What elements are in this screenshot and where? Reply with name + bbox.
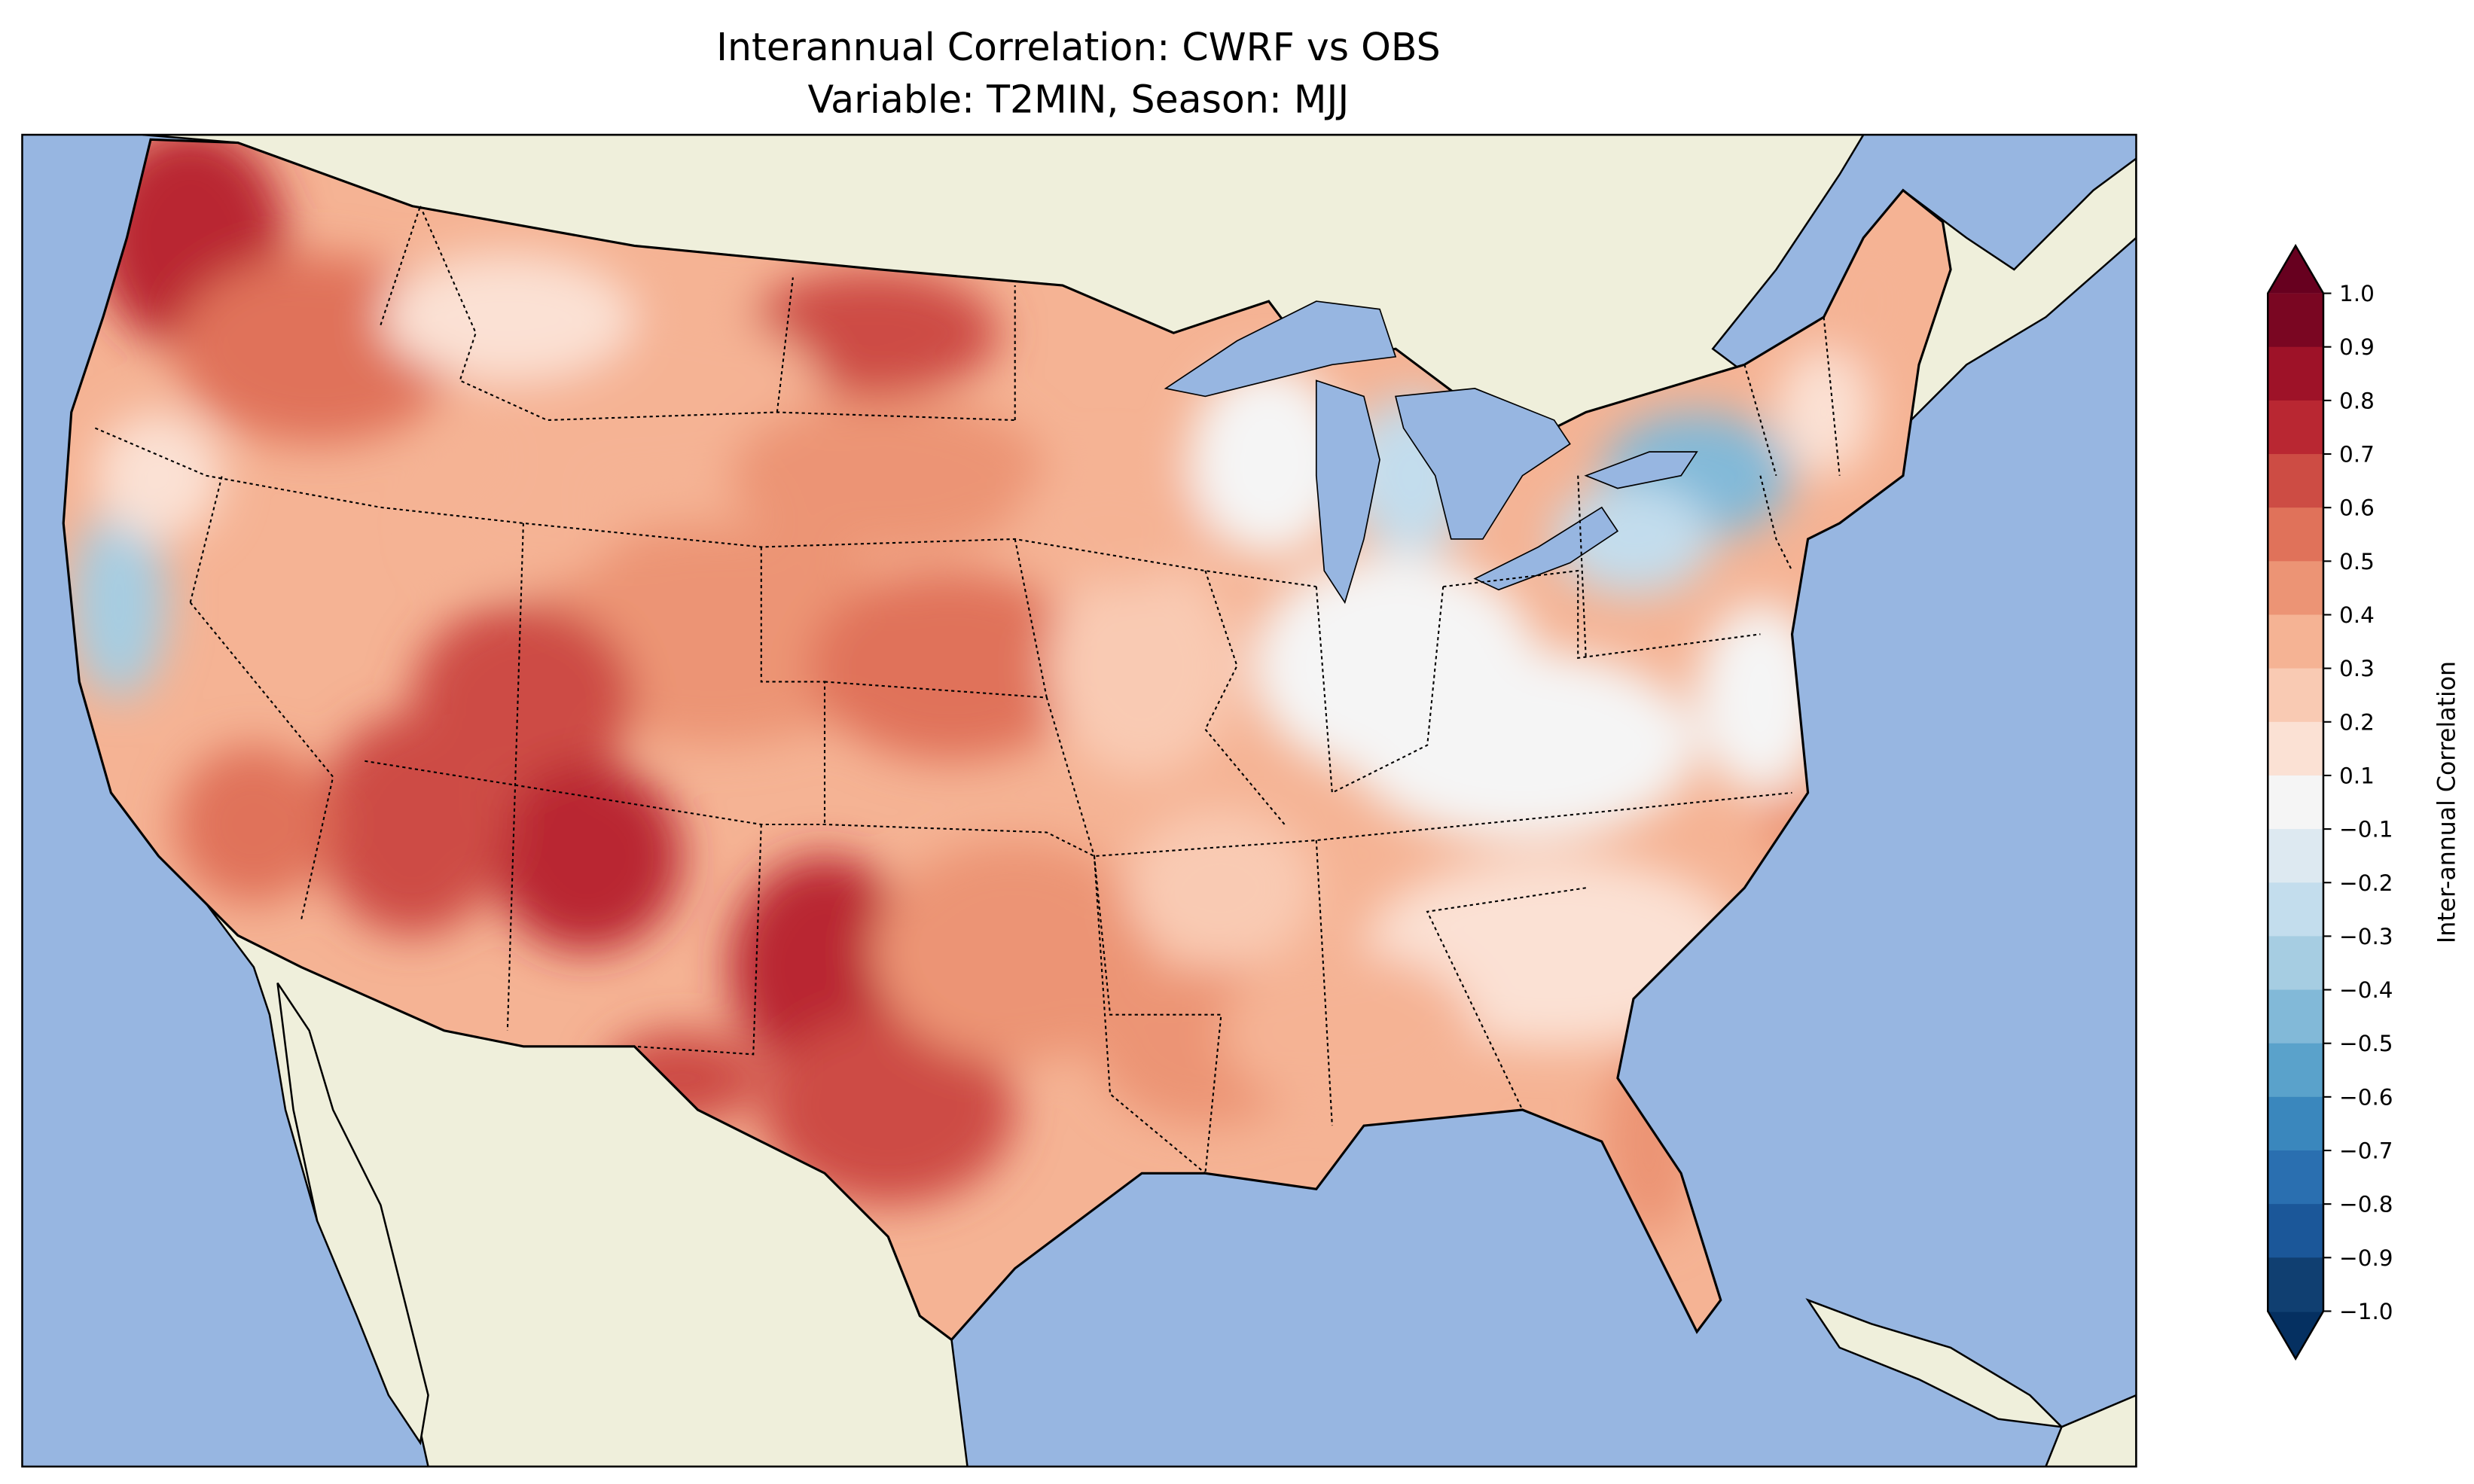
colorbar-extend-max [2268,245,2323,294]
colorbar-bin [2268,882,2323,937]
colorbar-bin [2268,454,2323,509]
colorbar-tick-label: 0.1 [2339,763,2375,788]
correlation-patch [1347,650,1698,841]
colorbar-bin [2268,1257,2323,1312]
colorbar-bin [2268,1096,2323,1152]
colorbar-tick-label: 0.6 [2339,495,2375,521]
colorbar-bin [2268,346,2323,401]
colorbar-tick-label: 0.7 [2339,442,2375,468]
lake-erie [1473,506,1619,591]
correlation-patch [71,507,167,698]
caribbean-land [2045,1394,2137,1467]
colorbar-bin [2268,989,2323,1044]
correlation-patch [317,713,508,936]
correlation-patch [380,253,635,381]
colorbar-bin [2268,936,2323,991]
correlation-patch [1014,459,1206,587]
colorbar-bin [2268,1150,2323,1205]
colorbar-label: Inter-annual Correlation [2434,661,2461,943]
colorbar-tick-label: −1.0 [2339,1299,2393,1324]
correlation-patch [95,412,222,539]
correlation-patch [761,1014,1015,1205]
correlation-patch [808,571,1094,761]
colorbar-tick-label: −0.4 [2339,977,2393,1003]
correlation-patch [1554,483,1713,595]
colorbar-bin [2268,614,2323,669]
title-line-1: Interannual Correlation: CWRF vs OBS [716,25,1441,69]
correlation-patch [491,760,682,952]
map-axes [22,134,2137,1467]
colorbar: 1.0 0.9 0.8 0.7 0.6 0.5 0.4 0.3 0.2 0.1 −0.1 −0.2 −0… [2266,243,2393,1361]
colorbar-bin [2268,507,2323,562]
correlation-patch [1046,555,1237,777]
colorbar-bin [2268,293,2323,348]
colorbar-extend-min [2268,1311,2323,1359]
colorbar-bin [2268,1043,2323,1098]
correlation-patch [1221,951,1475,1111]
colorbar-tick-label: −0.6 [2339,1084,2393,1110]
colorbar-bin [2268,775,2323,830]
colorbar-tick-label: 0.9 [2339,334,2375,360]
colorbar-tick-label: 0.2 [2339,709,2375,735]
correlation-patch [729,396,1047,556]
colorbar-tick-label: 0.5 [2339,549,2375,574]
colorbar-tick-label: −0.2 [2339,870,2393,896]
colorbar-bin [2268,561,2323,616]
colorbar-tick-label: 0.8 [2339,388,2375,413]
correlation-patch [1697,602,1824,793]
correlation-patch [174,745,334,904]
us-coastline [62,138,1952,1342]
colorbar-tick-label: 0.4 [2339,602,2375,628]
map-frame [21,133,2137,1468]
colorbar-bin [2268,829,2323,884]
lake-ontario [1584,451,1698,489]
colorbar-tick-label: 1.0 [2339,281,2375,306]
lake-michigan [1315,379,1380,605]
great-lakes [1164,300,1698,605]
colorbar-bin [2268,721,2323,776]
colorbar-bin [2268,400,2323,456]
colorbar-bin [2268,668,2323,723]
colorbar-tick-label: −0.8 [2339,1192,2393,1217]
correlation-patch [1126,808,1316,967]
correlation-patch [1776,349,1872,476]
colorbar-tick-label: 0.3 [2339,656,2375,681]
correlation-patch [1189,364,1348,556]
colorbar-tick-label: −0.1 [2339,817,2393,843]
state-borders [94,206,1841,1175]
colorbar-tick-label: −0.7 [2339,1138,2393,1164]
correlation-patch [872,840,1158,1062]
colorbar-tick-label: −0.5 [2339,1031,2393,1056]
colorbar-tick-label: −0.9 [2339,1245,2393,1271]
title-line-2: Variable: T2MIN, Season: MJJ [808,78,1350,122]
colorbar-bin [2268,1204,2323,1259]
lake-huron [1395,388,1571,540]
lake-superior [1164,300,1397,398]
baja-peninsula [276,982,429,1446]
colorbar-tick-label: −0.3 [2339,924,2393,949]
